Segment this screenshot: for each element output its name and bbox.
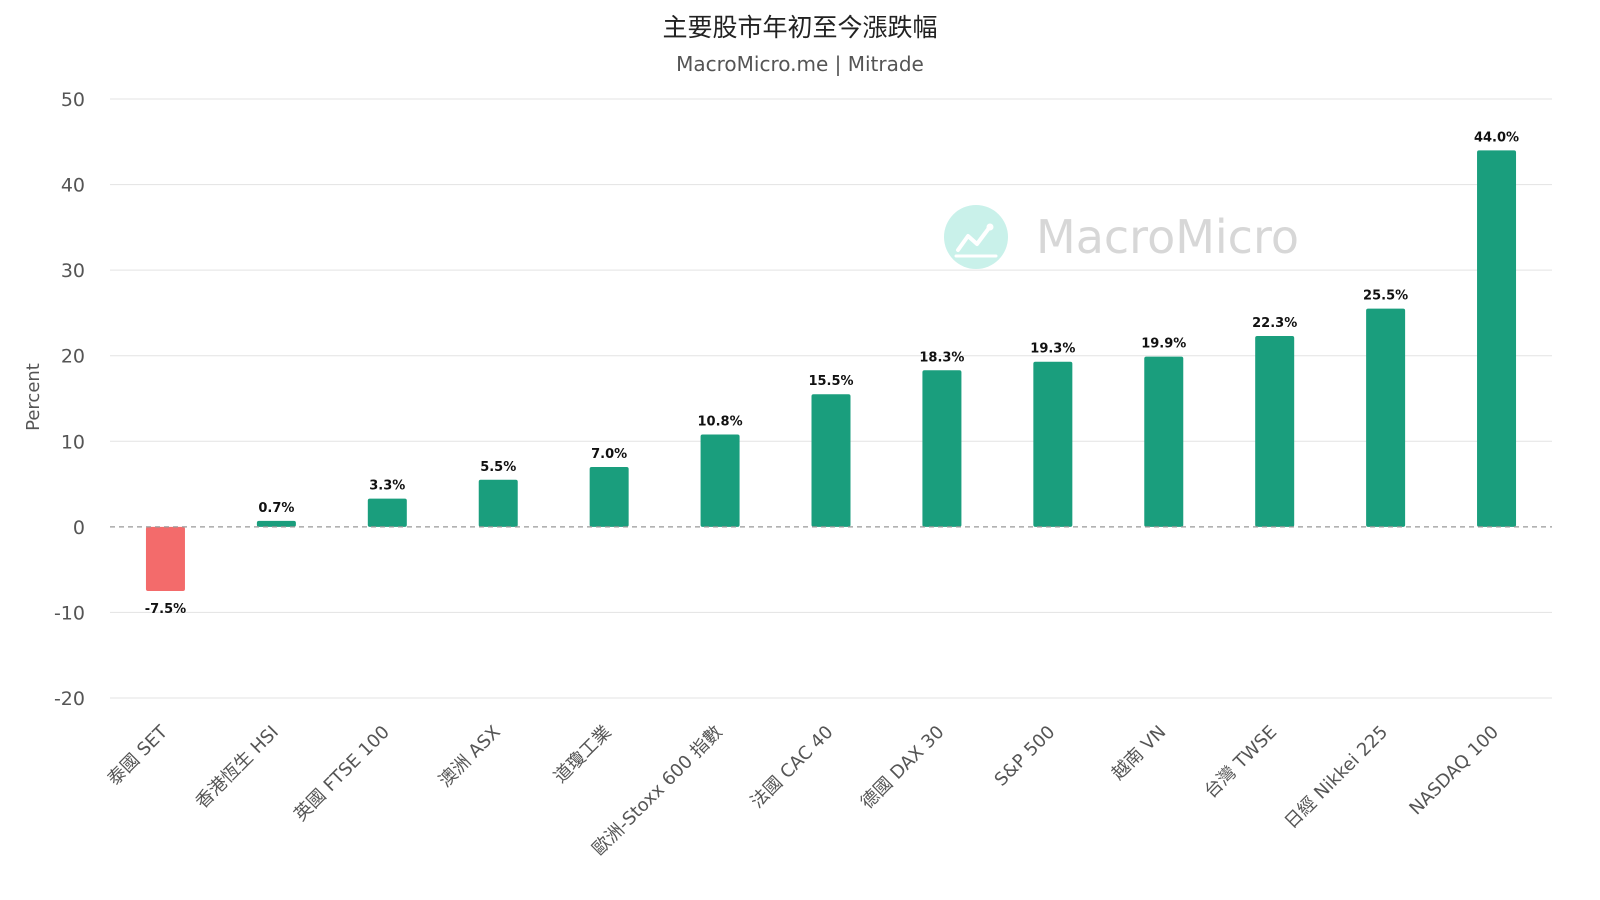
y-tick-label: 30: [61, 260, 85, 282]
data-label: -7.5%: [145, 602, 186, 617]
x-tick-label: 法國 CAC 40: [747, 722, 838, 813]
chart-title: 主要股市年初至今漲跌幅: [662, 13, 938, 42]
x-tick-label: 道瓊工業: [550, 722, 616, 788]
data-label: 19.9%: [1141, 337, 1186, 352]
watermark: MacroMicro: [944, 205, 1299, 269]
data-labels: -7.5% 0.7% 3.3% 5.5% 7.0% 10.8% 15.5% 18.3% 19.3…: [145, 130, 1519, 617]
x-tick-label: 越南 VN: [1108, 722, 1171, 785]
y-tick-label: 20: [61, 346, 85, 368]
x-tick-label: 日經 Nikkei 225: [1281, 722, 1392, 833]
line-chart-icon: [954, 223, 998, 258]
bar[interactable]: [700, 434, 740, 527]
bar[interactable]: [367, 498, 407, 527]
bar[interactable]: [589, 466, 629, 527]
bar[interactable]: [1255, 336, 1295, 527]
bar[interactable]: [256, 520, 296, 527]
bar[interactable]: [478, 479, 518, 527]
chart-subtitle: MacroMicro.me | Mitrade: [676, 52, 924, 76]
data-label: 25.5%: [1363, 289, 1408, 304]
data-label: 5.5%: [480, 460, 516, 475]
bar[interactable]: [811, 394, 851, 527]
x-tick-label: 德國 DAX 30: [857, 722, 949, 814]
data-label: 19.3%: [1030, 342, 1075, 357]
bars: [145, 150, 1517, 592]
x-tick-label: 台灣 TWSE: [1200, 722, 1281, 803]
data-label: 7.0%: [591, 447, 627, 462]
x-axis: 泰國 SET 香港恆生 HSI 英國 FTSE 100 澳洲 ASX 道瓊工業歐洲-St…: [104, 721, 1503, 860]
y-tick-label: -10: [54, 602, 85, 624]
x-tick-label: 香港恆生 HSI: [192, 722, 283, 813]
y-tick-label: 10: [61, 431, 85, 453]
y-tick-label: 40: [61, 175, 85, 197]
bar[interactable]: [1366, 308, 1406, 527]
y-axis-label: Percent: [23, 363, 44, 431]
watermark-circle: [944, 205, 1008, 269]
y-tick-label: 0: [73, 517, 85, 539]
data-label: 18.3%: [919, 350, 964, 365]
data-label: 44.0%: [1474, 130, 1519, 145]
bar[interactable]: [1144, 356, 1184, 527]
x-tick-label: S&P 500: [991, 722, 1060, 791]
data-label: 3.3%: [369, 479, 405, 494]
data-label: 15.5%: [808, 374, 853, 389]
y-tick-label: -20: [54, 688, 85, 710]
bar[interactable]: [922, 370, 962, 527]
bar[interactable]: [145, 526, 185, 592]
bar[interactable]: [1477, 150, 1517, 527]
watermark-text: MacroMicro: [1036, 210, 1299, 264]
data-label: 10.8%: [698, 414, 743, 429]
data-label: 0.7%: [258, 501, 294, 516]
x-tick-label: 澳洲 ASX: [435, 722, 505, 792]
gridlines: [110, 98, 1552, 699]
x-tick-label: 英國 FTSE 100: [290, 722, 394, 826]
bar[interactable]: [1033, 361, 1073, 527]
y-tick-label: 50: [61, 89, 85, 111]
data-label: 22.3%: [1252, 316, 1297, 331]
x-tick-label: 泰國 SET: [104, 721, 173, 790]
y-axis: 50 40 30 20 10 0 -10 -20: [54, 89, 85, 710]
x-tick-label: NASDAQ 100: [1405, 722, 1503, 820]
